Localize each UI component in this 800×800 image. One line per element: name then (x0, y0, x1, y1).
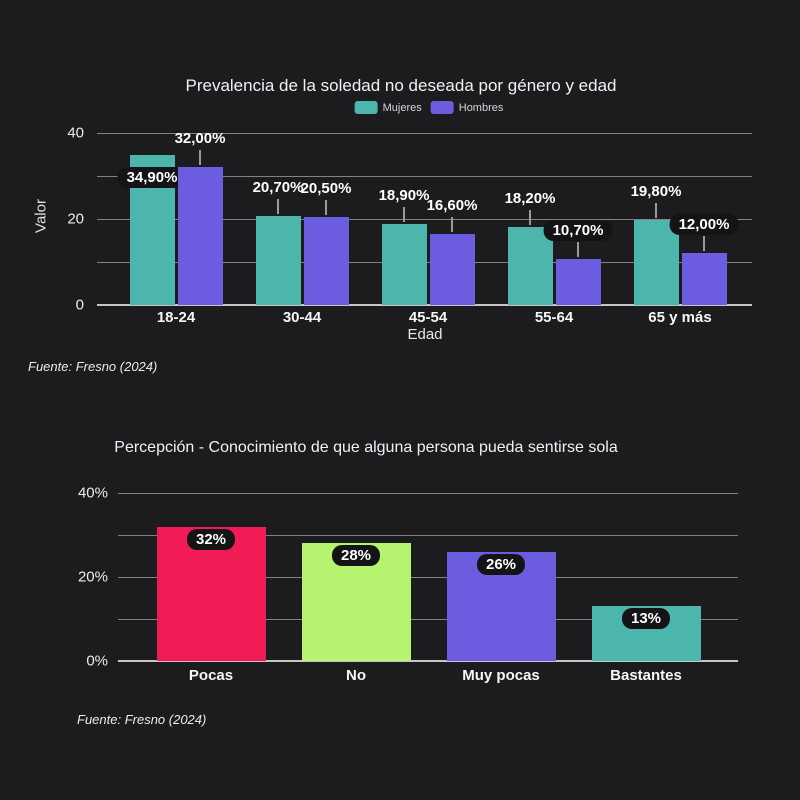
bar-hombres-45-54[interactable] (429, 233, 475, 305)
bar-value-label: 26% (476, 553, 526, 575)
label-leader-line (277, 198, 279, 214)
bar-mujeres-45-54[interactable] (381, 223, 427, 305)
x-tick-65-y-mas: 65 y más (648, 309, 712, 326)
y-axis-tick-label: 0% (86, 652, 108, 670)
label-leader-line (403, 206, 405, 222)
legend-label-hombres: Hombres (458, 101, 504, 114)
x-tick-45-54: 45-54 (408, 309, 448, 326)
bar-value-label: 20,70% (252, 178, 304, 196)
bar-value-label: 28% (331, 545, 381, 567)
bar-value-label: 16,60% (426, 196, 478, 214)
chart-percepcion-section: Percepción - Conocimiento de que alguna … (0, 400, 800, 800)
y-axis-tick-label: 0 (75, 296, 84, 314)
chart1-y-axis-title: Valor (32, 199, 50, 233)
bar-hombres-30-44[interactable] (303, 216, 349, 305)
bar-mujeres-65-y-mas[interactable] (633, 219, 679, 305)
label-leader-line (577, 241, 579, 257)
gridline (97, 133, 752, 134)
x-tick-muy-pocas: Muy pocas (462, 667, 540, 684)
bar-value-label: 32% (186, 528, 236, 550)
x-tick-no: No (346, 667, 366, 684)
y-axis-tick-label: 40% (77, 484, 108, 502)
chart1-x-axis-title: Edad (407, 326, 443, 343)
chart2-title: Percepción - Conocimiento de que alguna … (114, 439, 618, 456)
chart-prevalencia-section: Prevalencia de la soledad no deseada por… (28, 76, 752, 374)
bar-hombres-55-64[interactable] (555, 259, 601, 305)
label-leader-line (199, 150, 201, 166)
y-axis-tick-label: 20 (67, 210, 84, 228)
bar-value-label: 34,90% (117, 166, 187, 188)
x-axis-line (118, 660, 738, 662)
chart2-source: Fuente: Fresno (2024) (77, 712, 207, 727)
label-leader-line (655, 202, 657, 218)
legend-item-mujeres[interactable]: Mujeres (354, 101, 422, 114)
gridline (118, 535, 738, 536)
bar-value-label: 19,80% (630, 182, 682, 200)
bar-value-label: 13% (621, 608, 671, 630)
x-tick-55-64: 55-64 (534, 309, 574, 326)
legend-swatch-mujeres-icon (354, 101, 378, 114)
legend-swatch-hombres-icon (430, 101, 454, 114)
gridline (118, 577, 738, 578)
gridline (97, 176, 752, 177)
chart1-source: Fuente: Fresno (2024) (28, 359, 158, 374)
legend-label-mujeres: Mujeres (382, 101, 422, 114)
bar-hombres-65-y-mas[interactable] (681, 253, 727, 305)
bar-mujeres-55-64[interactable] (507, 226, 553, 305)
label-leader-line (451, 216, 453, 232)
y-axis-tick-label: 40 (67, 124, 84, 142)
bar-value-label: 32,00% (174, 130, 226, 148)
bar-value-label: 12,00% (669, 214, 739, 236)
x-tick-30-44: 30-44 (282, 309, 322, 326)
label-leader-line (703, 236, 705, 252)
legend-item-hombres[interactable]: Hombres (430, 101, 504, 114)
x-axis-line (97, 304, 752, 306)
label-leader-line (529, 209, 531, 225)
gridline (118, 619, 738, 620)
bar-value-label: 20,50% (300, 179, 352, 197)
y-axis-tick-label: 20% (77, 568, 108, 586)
x-tick-pocas: Pocas (188, 667, 234, 684)
bar-hombres-18-24[interactable] (177, 167, 223, 305)
x-tick-bastantes: Bastantes (610, 667, 682, 684)
chart1-legend: Mujeres Hombres (354, 101, 504, 114)
bar-value-label: 18,20% (504, 189, 556, 207)
bar-mujeres-30-44[interactable] (255, 216, 301, 305)
gridline (118, 493, 738, 494)
x-tick-18-24: 18-24 (156, 309, 196, 326)
bar-value-label: 18,90% (378, 186, 430, 204)
gridline (97, 219, 752, 220)
chart1-title: Prevalencia de la soledad no deseada por… (185, 76, 617, 95)
bar-value-label: 10,70% (543, 219, 613, 241)
label-leader-line (325, 199, 327, 215)
